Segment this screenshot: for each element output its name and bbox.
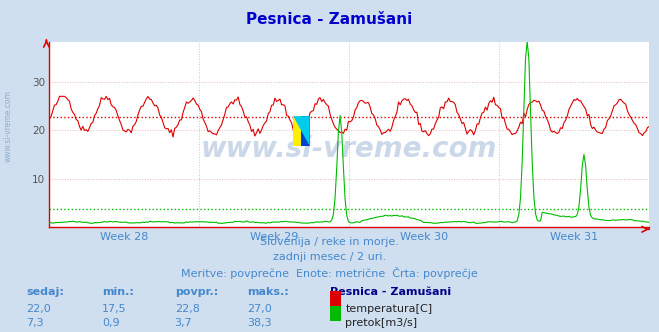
Text: Pesnica - Zamušani: Pesnica - Zamušani <box>330 287 451 297</box>
Text: Pesnica - Zamušani: Pesnica - Zamušani <box>246 12 413 27</box>
Text: sedaj:: sedaj: <box>26 287 64 297</box>
Text: 3,7: 3,7 <box>175 318 192 328</box>
Text: pretok[m3/s]: pretok[m3/s] <box>345 318 417 328</box>
Text: 38,3: 38,3 <box>247 318 272 328</box>
Text: zadnji mesec / 2 uri.: zadnji mesec / 2 uri. <box>273 252 386 262</box>
Text: 17,5: 17,5 <box>102 304 127 314</box>
Text: 22,8: 22,8 <box>175 304 200 314</box>
Text: Slovenija / reke in morje.: Slovenija / reke in morje. <box>260 237 399 247</box>
Text: povpr.:: povpr.: <box>175 287 218 297</box>
Text: 0,9: 0,9 <box>102 318 120 328</box>
Text: temperatura[C]: temperatura[C] <box>345 304 432 314</box>
Text: www.si-vreme.com: www.si-vreme.com <box>201 135 498 163</box>
Text: min.:: min.: <box>102 287 134 297</box>
Text: 7,3: 7,3 <box>26 318 44 328</box>
Text: Meritve: povprečne  Enote: metrične  Črta: povprečje: Meritve: povprečne Enote: metrične Črta:… <box>181 267 478 279</box>
Text: maks.:: maks.: <box>247 287 289 297</box>
Text: www.si-vreme.com: www.si-vreme.com <box>3 90 13 162</box>
Text: 22,0: 22,0 <box>26 304 51 314</box>
Text: 27,0: 27,0 <box>247 304 272 314</box>
